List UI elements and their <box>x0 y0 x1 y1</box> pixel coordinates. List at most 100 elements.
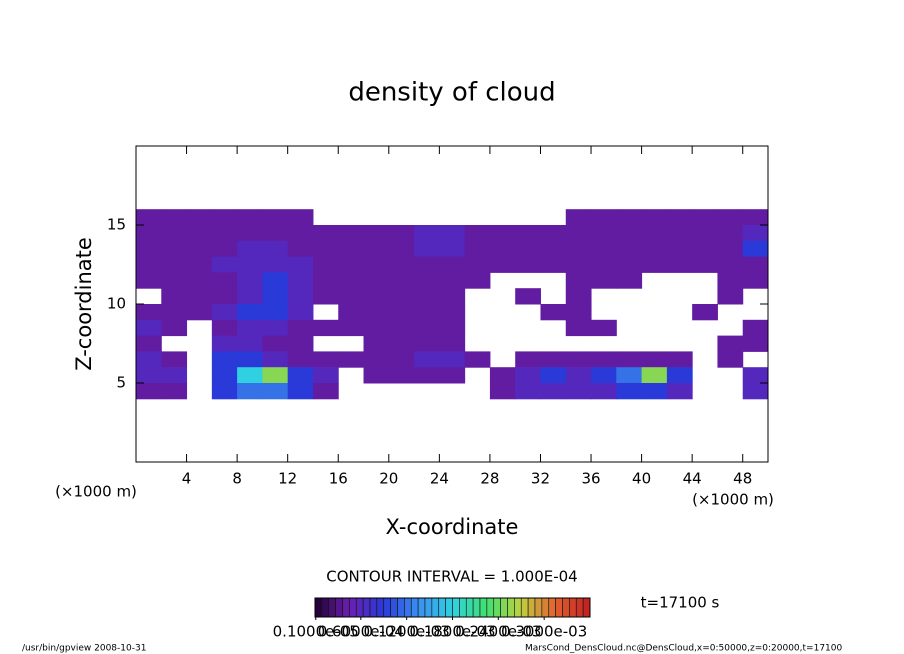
cell <box>136 383 162 400</box>
colorbar-swatch <box>500 597 508 618</box>
cell <box>388 240 415 258</box>
x-axis-label: X-coordinate <box>386 515 519 539</box>
cell <box>338 304 365 321</box>
colorbar-tick-label: 0.3000e-03 <box>501 623 587 641</box>
colorbar-tick-label: 0.1200e-03 <box>364 623 450 641</box>
cell <box>717 240 744 258</box>
cell <box>312 256 339 273</box>
colorbar-tick-label: 0.6000e-04 <box>318 623 404 641</box>
cell <box>388 319 415 337</box>
cell <box>312 383 339 400</box>
cell <box>211 209 238 226</box>
cell <box>591 383 617 400</box>
cell <box>237 351 263 368</box>
cell <box>211 319 238 337</box>
cell <box>591 272 617 289</box>
cell <box>388 351 415 368</box>
cell <box>338 256 365 273</box>
x-tick-label: 48 <box>733 470 752 488</box>
cell <box>414 288 440 305</box>
cell <box>641 351 668 368</box>
cell <box>136 209 162 226</box>
colorbar-tick-label: 0.1000e-05 <box>273 623 359 641</box>
cell <box>666 240 693 258</box>
cell <box>641 256 668 273</box>
cell <box>136 272 162 289</box>
cell <box>591 240 617 258</box>
cell <box>186 240 213 258</box>
cell <box>565 240 592 258</box>
cell <box>414 335 440 352</box>
cell <box>363 240 390 258</box>
cell <box>161 272 188 289</box>
cell <box>262 383 289 400</box>
colorbar-swatch <box>417 597 426 618</box>
cell <box>414 225 440 242</box>
colorbar-swatch <box>349 597 357 618</box>
cell <box>692 225 718 242</box>
cell <box>287 240 314 258</box>
colorbar-swatch <box>342 597 350 618</box>
cell <box>414 272 440 289</box>
cell <box>136 256 162 273</box>
x-tick-label: 36 <box>581 470 600 488</box>
cell <box>540 256 567 273</box>
cell <box>515 367 541 384</box>
cell <box>439 367 466 384</box>
cell <box>363 367 390 384</box>
colorbar-swatch <box>431 597 440 618</box>
cell <box>312 272 339 289</box>
cell <box>666 225 693 242</box>
cell <box>186 304 213 321</box>
cell <box>591 256 617 273</box>
cell <box>211 335 238 352</box>
colorbar-swatch <box>459 597 467 618</box>
cell <box>262 272 289 289</box>
cell <box>136 367 162 384</box>
cell <box>616 240 643 258</box>
cell <box>489 367 516 384</box>
cell <box>439 256 466 273</box>
colorbar-swatch <box>541 597 550 618</box>
cell <box>161 351 188 368</box>
cell <box>161 367 188 384</box>
colorbar-swatch <box>397 597 405 618</box>
cell <box>161 240 188 258</box>
cell <box>287 225 314 242</box>
x-tick-label: 32 <box>531 470 550 488</box>
cell <box>616 225 643 242</box>
colorbar-swatch <box>582 597 591 618</box>
cell <box>237 272 263 289</box>
cell <box>262 225 289 242</box>
cell <box>186 272 213 289</box>
cell <box>641 367 668 384</box>
cell <box>287 367 314 384</box>
cell <box>641 209 668 226</box>
colorbar-swatch <box>321 597 330 618</box>
cell <box>742 209 769 226</box>
cell <box>287 335 314 352</box>
cell <box>136 351 162 368</box>
cell <box>540 367 567 384</box>
cell <box>742 256 769 273</box>
cell <box>616 351 643 368</box>
cell <box>464 240 491 258</box>
cell <box>666 256 693 273</box>
cell <box>565 272 592 289</box>
cell <box>388 225 415 242</box>
cell <box>565 367 592 384</box>
cell <box>237 304 263 321</box>
footer: MarsCond_DensCloud.nc@DensCloud,x=0:5000… <box>525 644 842 654</box>
chart-title: density of cloud <box>348 78 555 108</box>
cell <box>136 319 162 337</box>
y-tick-label: 15 <box>107 216 126 234</box>
cell <box>237 209 263 226</box>
cell <box>439 272 466 289</box>
cell <box>136 304 162 321</box>
cell <box>211 288 238 305</box>
cell <box>161 383 188 400</box>
colorbar-swatch <box>452 597 460 618</box>
colorbar-swatch <box>486 597 495 618</box>
colorbar-swatch <box>569 597 577 618</box>
